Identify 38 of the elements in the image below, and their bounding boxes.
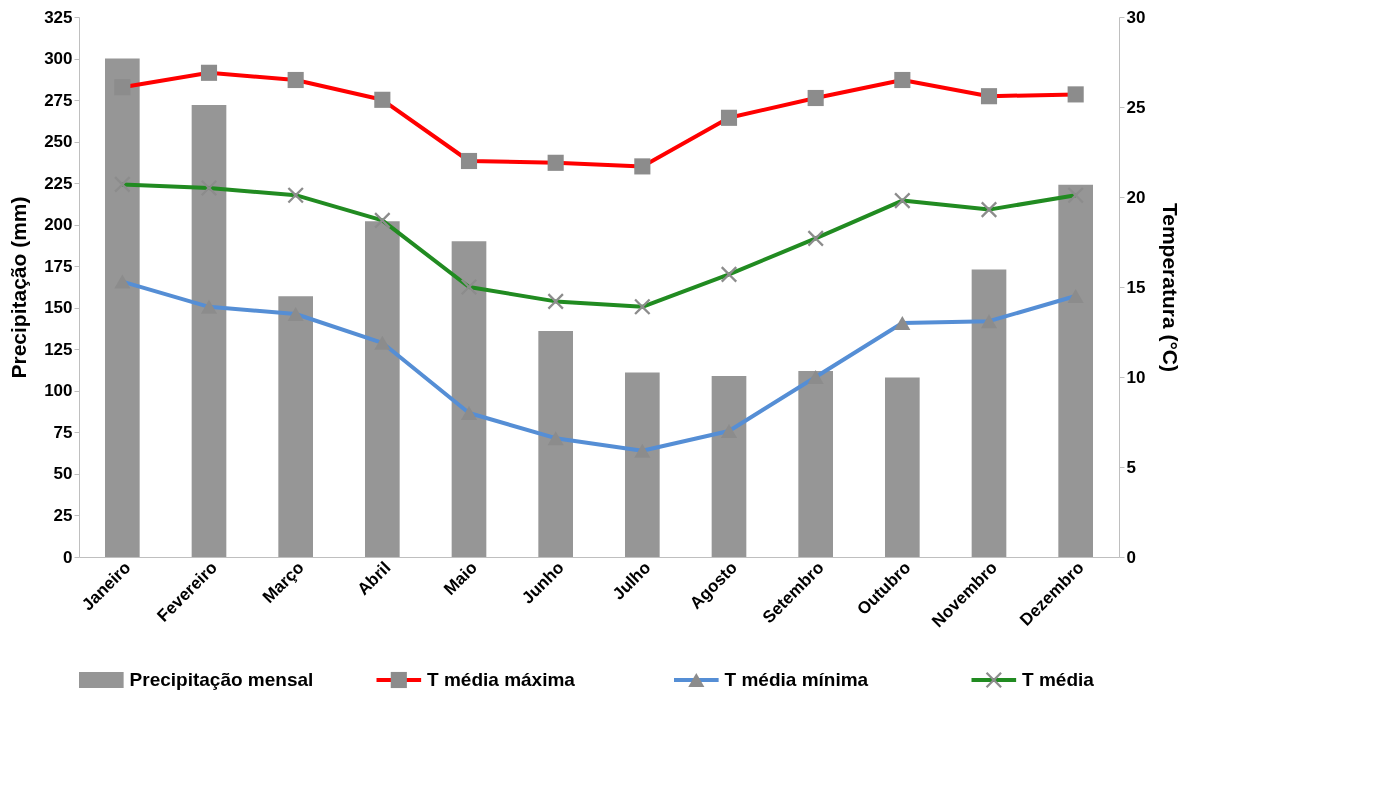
bar (798, 370, 833, 557)
y2-tick-label: 10 (1126, 367, 1146, 387)
bar (711, 375, 747, 557)
bar (191, 105, 227, 557)
bar (885, 377, 920, 557)
bar (538, 331, 573, 557)
y-axis-title: Precipitação (mm) (7, 196, 31, 379)
y-tick-label: 200 (44, 215, 73, 235)
y-tick-label: 325 (44, 7, 73, 27)
y2-tick-label: 0 (1126, 547, 1136, 567)
legend-label: T média máxima (427, 669, 576, 690)
legend-label: T média mínima (724, 669, 869, 690)
y2-tick-label: 20 (1126, 187, 1146, 207)
y-tick-label: 0 (63, 547, 73, 567)
y-tick-label: 250 (44, 132, 73, 152)
y-tick-label: 100 (44, 381, 73, 401)
bar (625, 372, 660, 557)
y-tick-label: 300 (44, 49, 73, 69)
y-tick-label: 75 (53, 422, 73, 442)
y2-axis-title: Temperatura (°C) (1159, 202, 1183, 373)
y-tick-label: 50 (53, 464, 73, 484)
y-tick-label: 225 (44, 173, 73, 193)
y2-tick-label: 30 (1126, 7, 1146, 27)
bar (971, 269, 1007, 557)
y2-tick-label: 5 (1126, 457, 1136, 477)
legend-label: T média (1022, 669, 1095, 690)
y-tick-label: 175 (44, 256, 73, 276)
legend-label: Precipitação mensal (129, 669, 314, 690)
y2-tick-label: 25 (1126, 97, 1146, 117)
y-tick-label: 150 (44, 298, 73, 318)
y-tick-label: 25 (53, 505, 73, 525)
bar (1058, 184, 1093, 557)
y-tick-label: 125 (44, 339, 73, 359)
y-tick-label: 275 (44, 90, 73, 110)
bar (278, 296, 313, 557)
y2-tick-label: 15 (1126, 277, 1146, 297)
bar (105, 58, 140, 557)
bar (451, 241, 487, 557)
